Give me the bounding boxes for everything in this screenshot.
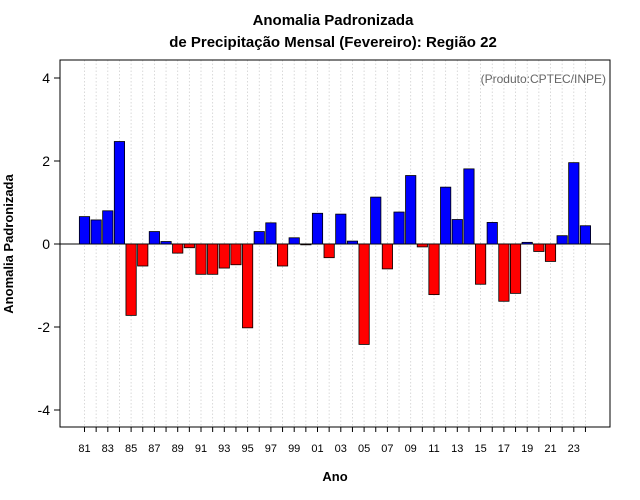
bar-1983 [102, 210, 114, 245]
y-axis-label: Anomalia Padronizada [1, 174, 16, 314]
bar-1996 [253, 231, 265, 245]
bar-1991 [195, 243, 207, 275]
x-tick-label: 97 [265, 443, 277, 455]
bar-1985 [125, 243, 137, 316]
x-tick-label: 99 [288, 443, 300, 455]
bar-1982 [90, 219, 102, 245]
bar-1994 [230, 243, 242, 266]
bar-1990 [183, 243, 195, 249]
x-tick-label: 91 [195, 443, 207, 455]
bar-1981 [78, 216, 91, 245]
y-tick-label: -4 [38, 402, 51, 418]
chart-title-line1: Anomalia Padronizada [253, 12, 415, 29]
bar-1993 [218, 243, 230, 269]
x-tick-label: 15 [474, 443, 486, 455]
bar-2000 [300, 243, 312, 246]
bar-1999 [288, 237, 300, 245]
bar-1995 [242, 243, 254, 329]
bar-2021 [544, 243, 557, 262]
bar-2007 [381, 243, 393, 270]
x-tick-label: 09 [405, 443, 417, 455]
bar-2011 [428, 243, 440, 296]
bar-2014 [463, 168, 475, 245]
x-tick-label: 13 [451, 443, 463, 455]
x-tick-label: 89 [172, 443, 184, 455]
bar-2020 [533, 243, 545, 252]
y-tick-label: 0 [42, 236, 50, 252]
bar-2022 [556, 235, 568, 245]
bar-2009 [405, 175, 417, 245]
x-tick-label: 83 [102, 443, 114, 455]
bars [78, 141, 591, 345]
bar-2015 [475, 243, 487, 285]
x-tick-label: 19 [521, 443, 533, 455]
x-tick-label: 07 [381, 443, 393, 455]
bar-2004 [346, 240, 358, 245]
bar-2003 [335, 213, 347, 245]
bar-2019 [521, 241, 533, 245]
x-axis: 81 83 85 87 89 91 93 95 97 99 01 03 05 07 09 11 13 15 17 19… [78, 427, 586, 455]
y-tick-label: -2 [38, 319, 51, 335]
bar-1989 [172, 243, 184, 254]
bar-2013 [451, 219, 463, 245]
bar-2001 [311, 212, 324, 245]
bar-2018 [509, 243, 522, 294]
credit-text: (Produto:CPTEC/INPE) [481, 72, 606, 86]
bar-1988 [160, 241, 172, 245]
bar-1986 [137, 243, 149, 267]
x-tick-label: 85 [125, 443, 137, 455]
chart-title-line2: de Precipitação Mensal (Fevereiro): Regi… [169, 34, 497, 51]
x-axis-label: Ano [322, 469, 347, 484]
bar-2017 [498, 243, 510, 302]
bar-2006 [370, 196, 382, 245]
x-tick-label: 81 [78, 443, 90, 455]
bar-2010 [416, 243, 428, 248]
bar-2023 [568, 162, 580, 245]
bar-2012 [440, 186, 452, 245]
bar-1984 [113, 141, 126, 245]
x-tick-label: 01 [311, 443, 323, 455]
bar-1992 [207, 243, 219, 275]
bar-2016 [486, 222, 498, 245]
x-tick-label: 03 [335, 443, 347, 455]
x-tick-label: 11 [428, 443, 439, 455]
y-tick-label: 2 [42, 153, 50, 169]
bar-2008 [393, 211, 405, 245]
x-tick-label: 95 [241, 443, 253, 455]
x-tick-label: 21 [544, 443, 556, 455]
bar-1987 [148, 231, 160, 245]
x-tick-label: 17 [498, 443, 510, 455]
bar-2024 [579, 225, 591, 245]
x-tick-label: 05 [358, 443, 370, 455]
bar-1997 [265, 222, 277, 245]
bar-2002 [323, 243, 335, 259]
bar-1998 [276, 243, 289, 267]
x-tick-label: 93 [218, 443, 230, 455]
y-axis: -4 -2 0 2 4 [38, 70, 60, 418]
x-tick-label: 23 [568, 443, 580, 455]
y-tick-label: 4 [42, 70, 50, 86]
bar-2005 [358, 243, 370, 345]
x-tick-label: 87 [148, 443, 160, 455]
